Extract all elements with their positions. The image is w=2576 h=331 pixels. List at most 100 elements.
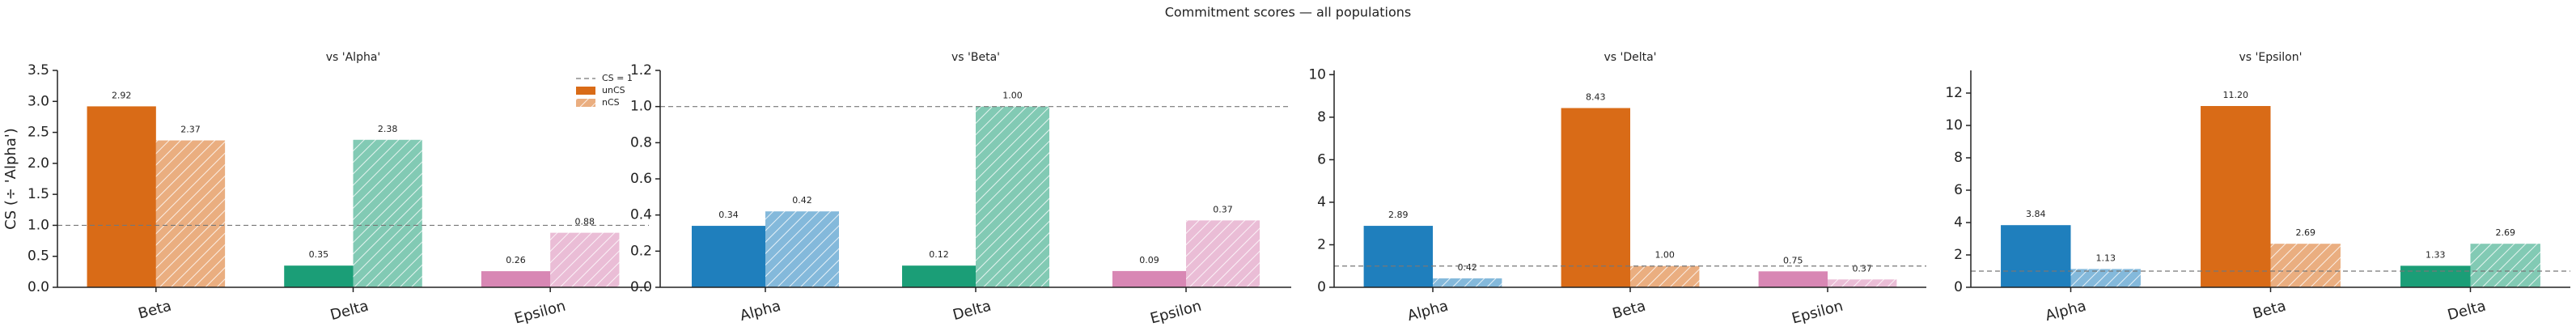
bar (976, 106, 1049, 287)
y-tick-label: 2 (1317, 236, 1326, 252)
bar (353, 139, 422, 287)
value-label: 1.33 (2426, 249, 2446, 260)
x-tick-label: Alpha (738, 298, 782, 325)
bar (902, 265, 976, 287)
value-label: 11.20 (2223, 90, 2249, 100)
legend-label: nCS (602, 97, 620, 108)
axis-title: vs 'Delta' (1604, 51, 1656, 64)
bar (2270, 244, 2341, 287)
value-label: 2.69 (2295, 227, 2315, 238)
value-label: 2.37 (180, 125, 201, 135)
value-label: 3.84 (2026, 209, 2046, 219)
bar (1828, 279, 1897, 287)
y-tick-label: 1.5 (28, 186, 49, 202)
y-tick-label: 3.5 (28, 62, 49, 79)
axis-title: vs 'Epsilon' (2239, 51, 2303, 64)
y-tick-label: 0.2 (630, 243, 652, 259)
y-tick-label: 1.0 (28, 217, 49, 233)
legend-swatch (576, 99, 595, 107)
value-label: 2.89 (1388, 210, 1409, 220)
value-label: 1.00 (1654, 250, 1675, 261)
bar (1758, 271, 1828, 287)
y-tick-label: 2.0 (28, 155, 49, 172)
bar (481, 271, 551, 287)
y-tick-label: 0.0 (28, 279, 49, 295)
bar (2070, 269, 2141, 287)
bar (1363, 226, 1433, 287)
bar (692, 226, 765, 287)
y-tick-label: 6 (1954, 182, 1963, 198)
x-tick-label: Beta (137, 298, 174, 323)
legend-label: unCS (602, 85, 625, 95)
value-label: 0.26 (506, 255, 526, 265)
bar (87, 106, 156, 287)
value-label: 2.92 (112, 90, 132, 100)
bar (1561, 108, 1630, 287)
y-tick-label: 10 (1308, 66, 1326, 83)
y-axis-label: CS (÷ 'Alpha') (2, 128, 19, 230)
axis-title: vs 'Alpha' (326, 51, 381, 64)
x-tick-label: Delta (328, 298, 371, 325)
legend-swatch (576, 87, 595, 95)
y-tick-label: 0.4 (630, 207, 652, 223)
value-label: 1.00 (1002, 91, 1023, 101)
value-label: 2.38 (378, 124, 398, 134)
bar (1433, 278, 1502, 287)
value-label: 0.42 (792, 195, 812, 206)
x-tick-label: Beta (1611, 298, 1648, 323)
y-tick-label: 0 (1317, 279, 1326, 295)
axis-title: vs 'Beta' (951, 51, 1000, 64)
value-label: 8.43 (1586, 92, 1606, 103)
y-tick-label: 10 (1945, 117, 1963, 134)
y-tick-label: 12 (1945, 85, 1963, 101)
x-tick-label: Delta (951, 298, 993, 325)
y-tick-label: 1.2 (630, 62, 652, 79)
y-tick-label: 4 (1317, 194, 1326, 210)
value-label: 0.12 (929, 249, 949, 260)
y-tick-label: 0.6 (630, 171, 652, 187)
x-tick-label: Delta (2446, 298, 2488, 325)
value-label: 0.37 (1213, 204, 1233, 214)
y-tick-label: 4 (1954, 214, 1963, 231)
y-tick-label: 0.8 (630, 134, 652, 151)
y-tick-label: 3.0 (28, 93, 49, 109)
value-label: 0.34 (718, 210, 739, 220)
value-label: 2.69 (2495, 227, 2515, 238)
bar (2470, 244, 2540, 287)
value-label: 1.13 (2095, 252, 2116, 263)
y-tick-label: 8 (1954, 150, 1963, 166)
y-tick-label: 0 (1954, 279, 1963, 295)
x-tick-label: Alpha (2044, 298, 2088, 325)
x-tick-label: Beta (2251, 298, 2288, 323)
y-tick-label: 6 (1317, 151, 1326, 168)
bar (765, 211, 839, 287)
value-label: 0.35 (309, 249, 329, 260)
bar (2400, 265, 2471, 287)
bar (550, 232, 620, 287)
bar (1630, 265, 1700, 287)
value-label: 0.37 (1852, 263, 1872, 274)
bar (284, 265, 354, 287)
y-tick-label: 1.0 (630, 99, 652, 115)
x-tick-label: Alpha (1405, 298, 1450, 325)
x-tick-label: Epsilon (1148, 298, 1203, 328)
x-tick-label: Epsilon (1790, 298, 1845, 328)
y-tick-label: 8 (1317, 109, 1326, 125)
bar (1112, 270, 1186, 287)
bar (1186, 220, 1260, 287)
figure-title: Commitment scores — all populations (1165, 5, 1412, 20)
value-label: 0.09 (1139, 255, 1159, 265)
bar (2201, 106, 2271, 287)
legend-label: CS = 1 (602, 73, 633, 83)
y-tick-label: 2.5 (28, 125, 49, 141)
y-tick-label: 0.0 (630, 279, 652, 295)
value-label: 0.42 (1457, 262, 1477, 273)
value-label: 0.75 (1783, 255, 1803, 265)
y-tick-label: 2 (1954, 247, 1963, 263)
x-tick-label: Epsilon (513, 298, 568, 328)
bar (2001, 225, 2071, 287)
y-tick-label: 0.5 (28, 248, 49, 265)
value-label: 0.88 (575, 217, 595, 227)
bar (155, 140, 226, 287)
